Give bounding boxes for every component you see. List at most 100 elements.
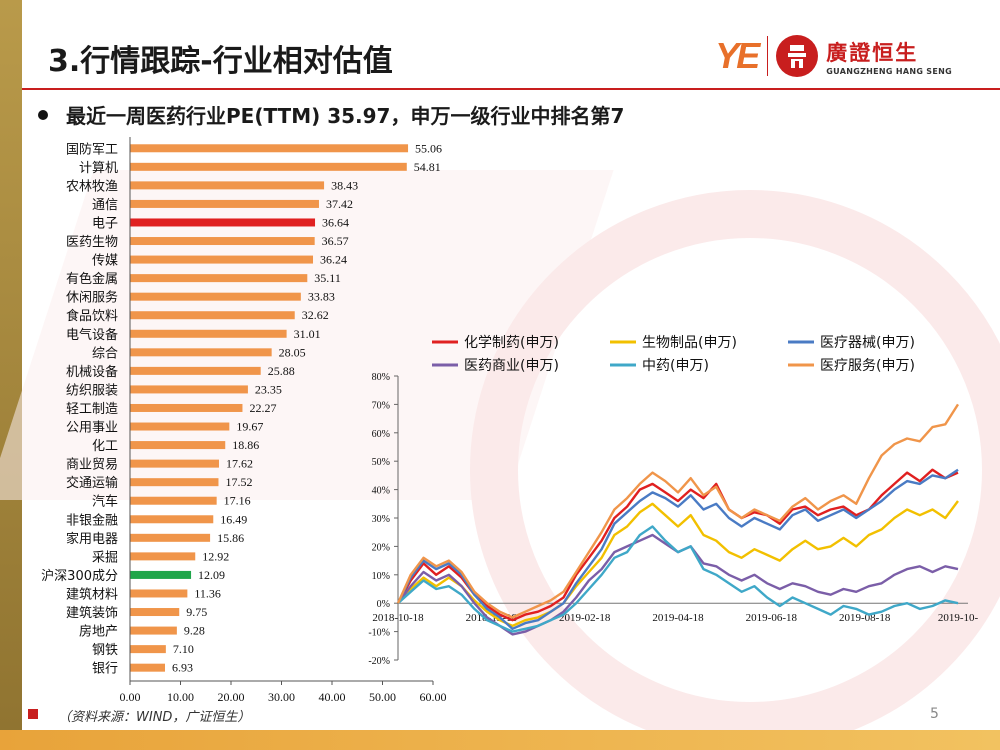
logo-text: 廣證恒生 GUANGZHENG HANG SENG [826,37,952,76]
bar-category-label: 公用事业 [66,421,118,436]
bar-x-tick-label: 20.00 [218,690,245,704]
bar-value-label: 16.49 [220,512,247,526]
legend-label: 医疗器械(申万) [820,335,915,351]
bar-value-label: 54.81 [414,160,441,174]
bar-category-label: 家用电器 [66,531,118,547]
bar [130,496,217,505]
bar-x-tick-label: 30.00 [268,690,295,704]
line-y-tick-label: 60% [372,429,390,440]
line-y-tick-label: -10% [368,628,390,639]
bar [130,274,308,283]
bar-category-label: 休闲服务 [66,290,118,306]
bar-value-label: 38.43 [331,178,358,192]
bar [130,441,226,450]
line-x-tick-label: 2019-10- [938,612,979,624]
bar-category-label: 采掘 [92,550,118,565]
bar-value-label: 35.11 [314,271,341,285]
bar [130,366,261,375]
bar-x-tick-label: 60.00 [420,690,447,704]
bar-category-label: 通信 [92,198,118,213]
logo-seal-icon [776,35,819,77]
bottom-accent-bar [0,730,1000,750]
company-logo: YE 廣證恒生 GUANGZHENG HANG SENG [715,34,952,78]
source-marker-icon [28,709,38,719]
bar [130,645,166,654]
line-y-tick-label: 40% [372,486,390,497]
bar [130,292,301,301]
bar [130,385,248,394]
line-y-tick-label: 50% [372,457,390,468]
bar-value-label: 6.93 [172,661,193,675]
line-y-tick-label: 80% [372,372,390,383]
bullet-dot-icon [38,109,48,120]
bar-category-label: 医药生物 [66,235,118,250]
page-title: 3.行情跟踪-行业相对估值 [48,44,393,79]
bar [130,570,192,579]
logo-mark: YE [715,35,760,76]
left-accent-bar [0,0,22,750]
bar [130,626,177,635]
bar-value-label: 17.16 [224,494,251,508]
legend-label: 化学制药(申万) [464,335,559,351]
bar-category-label: 银行 [92,662,118,677]
bar-value-label: 32.62 [302,308,329,322]
data-source: （资料来源：WIND，广证恒生） [58,710,251,725]
line-series [396,403,960,619]
bar-value-label: 22.27 [249,401,276,415]
bar [130,199,319,208]
logo-divider [767,36,769,76]
bar-value-label: 9.75 [186,605,207,619]
bar-category-label: 建筑装饰 [66,605,118,621]
bar-value-label: 19.67 [236,420,263,434]
line-x-tick-label: 2019-04-18 [652,612,704,624]
bar [130,459,219,468]
bar [130,422,230,431]
bar [130,311,295,320]
bar [130,515,214,524]
line-y-tick-label: 20% [372,542,390,553]
bar [130,162,407,171]
bar-category-label: 轻工制造 [66,402,118,417]
bar-value-label: 11.36 [194,586,221,600]
bar-value-label: 36.64 [322,215,349,229]
line-y-tick-label: 10% [372,571,390,582]
bar-value-label: 12.92 [202,549,229,563]
page-number: 5 [930,706,939,722]
line-series [397,500,959,628]
bar-category-label: 钢铁 [92,643,118,658]
legend-label: 中药(申万) [642,358,709,374]
bar [130,237,315,246]
bar-category-label: 农林牧渔 [66,179,118,194]
headline-text: 最近一周医药行业PE(TTM) 35.97，申万一级行业中排名第7 [66,104,625,128]
legend-label: 生物制品(申万) [642,335,737,351]
bar-category-label: 有色金属 [66,271,118,287]
headline-bullet: 最近一周医药行业PE(TTM) 35.97，申万一级行业中排名第7 [38,100,624,129]
bar [130,478,219,487]
bar-value-label: 12.09 [198,568,225,582]
bar-value-label: 36.24 [320,253,347,267]
bar-category-label: 商业贸易 [66,458,118,473]
bar-value-label: 17.52 [225,475,252,489]
bar-category-label: 机械设备 [66,364,118,380]
bar-x-tick-label: 40.00 [319,690,346,704]
bar [130,181,325,190]
bar-value-label: 55.06 [415,141,442,155]
bar-category-label: 计算机 [79,161,118,176]
bar-x-tick-label: 0.00 [120,690,141,704]
bar-category-label: 传媒 [92,254,118,269]
bar [130,663,165,672]
bar [130,255,314,264]
bar-value-label: 17.62 [226,457,253,471]
bar-value-label: 25.88 [268,364,295,378]
bar-category-label: 汽车 [92,494,118,510]
line-x-tick-label: 2019-06-18 [746,612,798,624]
bar [130,552,196,561]
bar-category-label: 国防军工 [66,141,118,157]
line-series [397,525,959,633]
bar-value-label: 7.10 [173,642,194,656]
bar [130,608,180,617]
bar-category-label: 沪深300成分 [41,568,118,584]
legend-label: 医疗服务(申万) [820,358,915,374]
bar-value-label: 28.05 [279,345,306,359]
bar-x-tick-label: 50.00 [369,690,396,704]
